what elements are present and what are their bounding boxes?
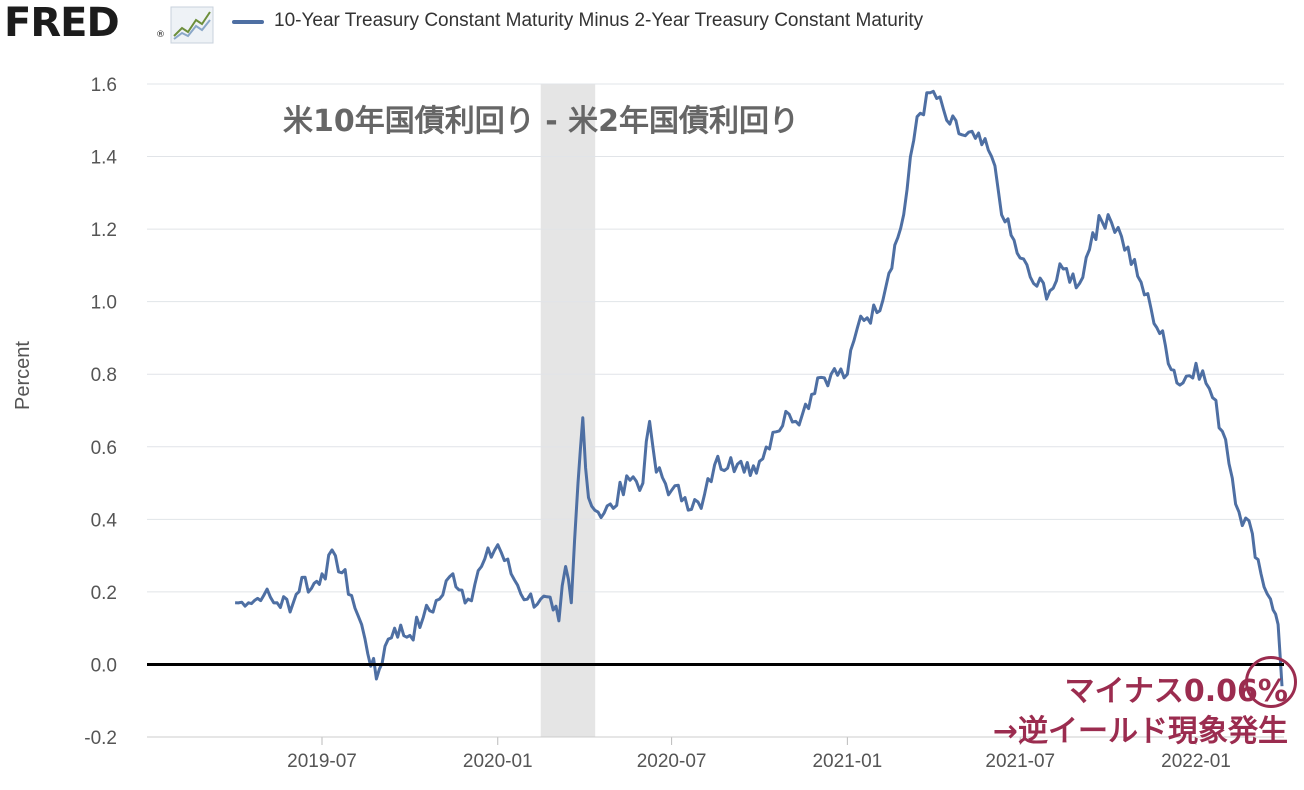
y-tick-label: 0.0 xyxy=(91,655,117,676)
series-line xyxy=(235,89,1284,687)
x-tick-label: 2019-07 xyxy=(287,751,357,772)
recession-shading xyxy=(540,84,596,737)
fred-logo[interactable]: FRED xyxy=(4,0,120,46)
y-tick-label: 1.2 xyxy=(91,220,117,241)
legend-label: 10-Year Treasury Constant Maturity Minus… xyxy=(274,10,924,31)
inversion-circle xyxy=(1245,656,1297,708)
chart-annotation-title: 米10年国債利回り - 米2年国債利回り xyxy=(283,104,799,139)
y-tick-label: 0.6 xyxy=(91,438,117,459)
y-tick-label: 1.4 xyxy=(91,148,118,169)
y-tick-label: -0.2 xyxy=(84,728,117,749)
y-tick-label: 0.4 xyxy=(91,510,118,531)
callout-line-2: →逆イールド現象発生 xyxy=(992,714,1288,749)
legend-swatch xyxy=(232,20,264,24)
y-tick-label: 1.6 xyxy=(91,75,117,96)
x-tick-label: 2020-07 xyxy=(637,751,707,772)
callout-line-1: マイナス0.06% xyxy=(1064,674,1288,709)
inversion-callout: マイナス0.06% →逆イールド現象発生 xyxy=(993,672,1288,752)
registered-mark: ® xyxy=(156,30,165,40)
x-tick-label: 2022-01 xyxy=(1161,751,1231,772)
x-tick-label: 2021-07 xyxy=(985,751,1055,772)
y-tick-label: 0.8 xyxy=(91,365,117,386)
x-tick-label: 2021-01 xyxy=(812,751,882,772)
line-chart-icon xyxy=(170,6,214,44)
plot-background xyxy=(147,84,1284,737)
x-tick-label: 2020-01 xyxy=(463,751,533,772)
y-tick-label: 1.0 xyxy=(91,293,117,314)
chart-header: FRED ® 10-Year Treasury Constant Maturit… xyxy=(0,0,1304,46)
y-tick-label: 0.2 xyxy=(91,583,117,604)
